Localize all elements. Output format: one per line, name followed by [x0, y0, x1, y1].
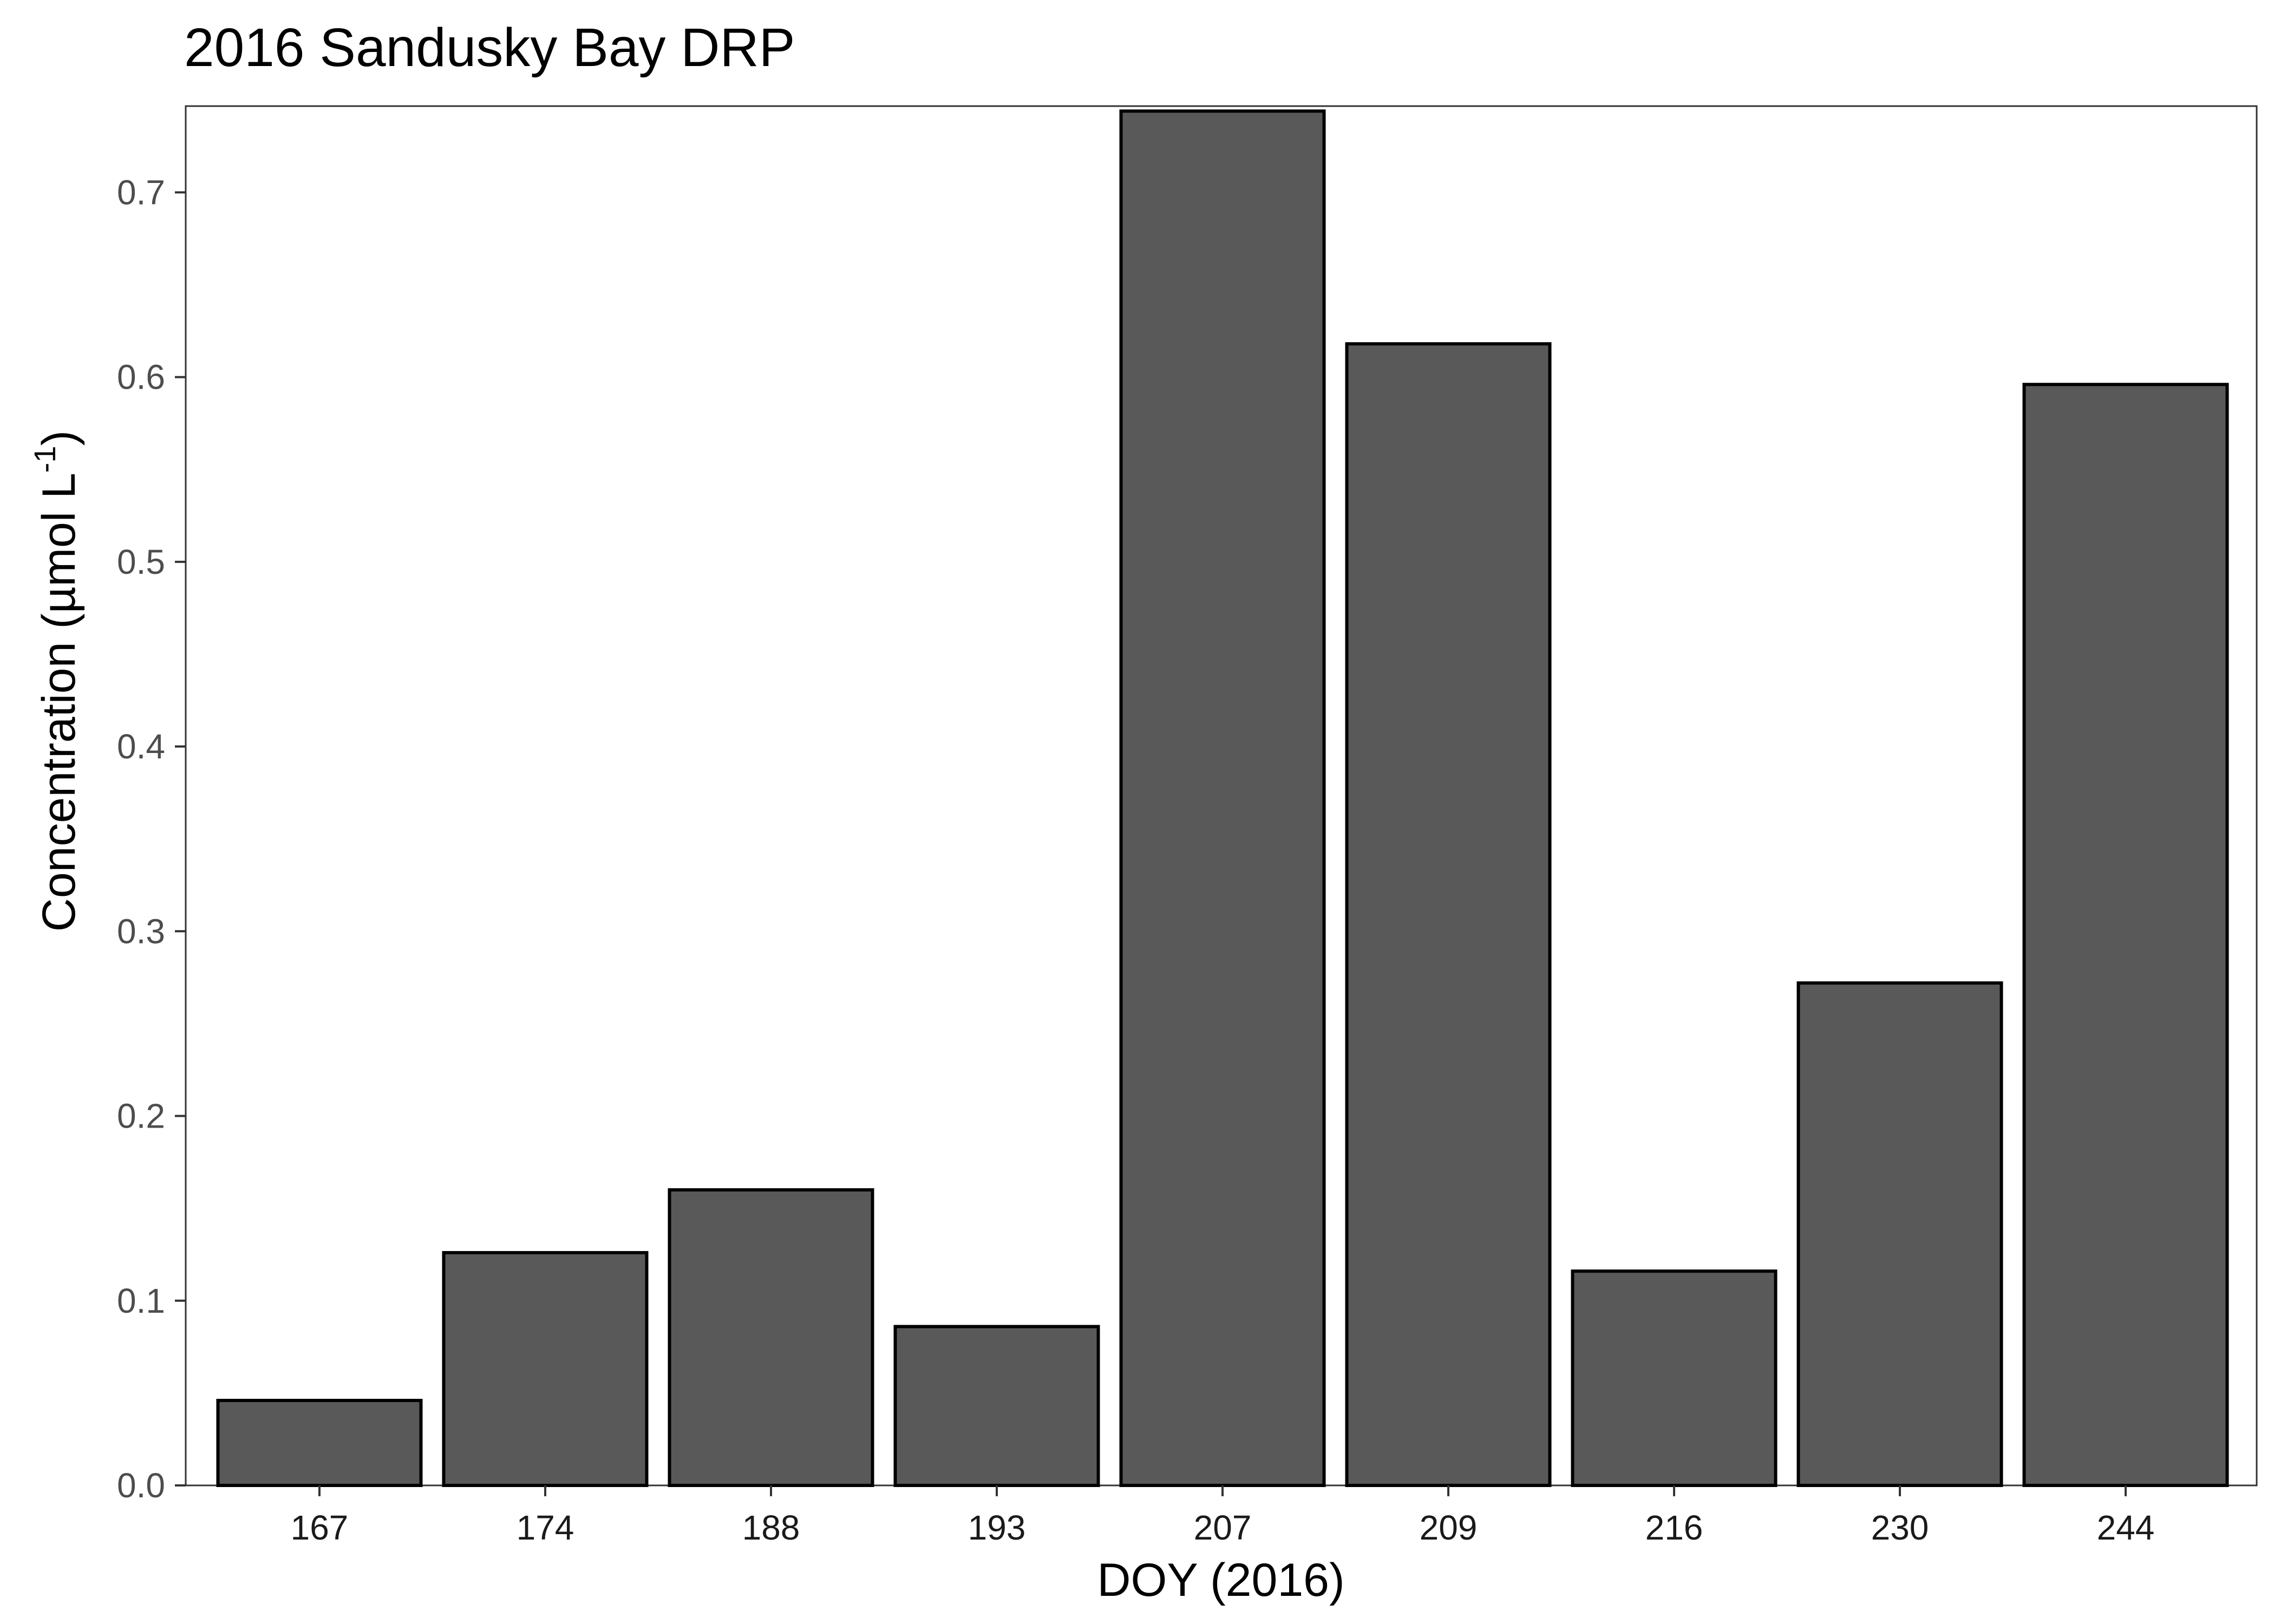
bar-188	[668, 1188, 874, 1488]
y-tick-label: 0.2	[117, 1097, 165, 1136]
bar-244	[2022, 383, 2229, 1487]
x-tick-label: 207	[1194, 1508, 1252, 1547]
bar-167	[216, 1399, 423, 1487]
bar-209	[1345, 342, 1552, 1487]
bar-193	[893, 1325, 1100, 1487]
x-tick-label: 209	[1420, 1508, 1478, 1547]
bar-230	[1796, 981, 2003, 1487]
y-tick-label: 0.0	[117, 1466, 165, 1505]
x-tick-label: 216	[1645, 1508, 1703, 1547]
x-tick-label: 193	[968, 1508, 1026, 1547]
y-tick-label: 0.3	[117, 912, 165, 951]
y-tick-label: 0.1	[117, 1281, 165, 1320]
y-tick-label: 0.7	[117, 173, 165, 212]
y-tick-label: 0.5	[117, 542, 165, 581]
y-axis-title-close: )	[33, 430, 85, 446]
y-axis-title: Concentration (µmol L-1)	[28, 430, 85, 932]
x-tick-label: 230	[1871, 1508, 1929, 1547]
y-tick-label: 0.6	[117, 358, 165, 397]
y-axis: 0.0 0.1 0.2 0.3 0.4 0.5 0.6 0.7	[117, 173, 186, 1505]
y-axis-title-main: Concentration (µmol L	[33, 473, 85, 932]
x-tick-label: 167	[291, 1508, 349, 1547]
bar-207	[1119, 109, 1326, 1487]
y-axis-title-superscript: -1	[28, 446, 62, 473]
x-tick-label: 174	[517, 1508, 574, 1547]
y-tick-label: 0.4	[117, 727, 165, 766]
x-tick-label: 244	[2097, 1508, 2155, 1547]
chart-title: 2016 Sandusky Bay DRP	[184, 17, 795, 78]
bars-group	[216, 109, 2229, 1488]
bar-174	[442, 1251, 649, 1487]
x-axis-title: DOY (2016)	[1097, 1554, 1344, 1606]
bar-216	[1571, 1269, 1778, 1488]
x-tick-label: 188	[742, 1508, 800, 1547]
x-axis: 167 174 188 193 207 209 216 230 244	[291, 1485, 2155, 1547]
